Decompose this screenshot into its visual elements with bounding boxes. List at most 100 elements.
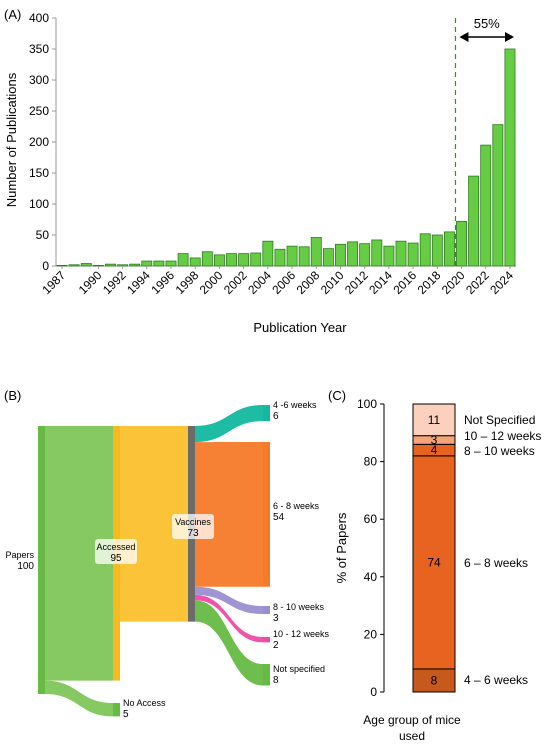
x-tick-label: 2014 [366,268,395,297]
x-tick-label: 2010 [318,268,347,297]
node-w4-6 [263,405,270,422]
y-tick-label: 250 [29,104,49,118]
bar [359,243,371,267]
bar [117,264,129,267]
node-w10-12 [263,637,270,643]
value-papers: 100 [17,561,34,572]
publication-bar-chart: 0 50 100 150 200 250 300 350 400 1987 19901992199… [4,11,516,335]
bar [238,253,250,267]
x-tick-label: 2006 [269,268,298,297]
growth-label: 55% [474,16,500,31]
x-tick-label: 2008 [294,268,323,297]
label-box-vaccines [172,514,214,539]
link-vaccines-w8_10 [195,586,263,615]
x-tick-label: 2020 [439,268,468,297]
bar [335,243,346,267]
bar-series [56,48,516,267]
value-no-access: 5 [123,709,129,720]
bar [165,260,177,267]
node-no-access [113,703,120,717]
x-axis-label-line1: Age group of mice [363,713,461,727]
y-tick-label: 400 [29,11,49,25]
bar [153,260,165,267]
node-w8-10 [263,606,270,615]
y-tick-label: 350 [29,42,49,56]
panel-b-label: (B) [4,388,21,403]
label-papers: Papers [5,550,34,560]
link-vaccines-w10_12 [195,594,263,643]
y-tick-label: 40 [364,570,378,584]
bar [407,242,419,267]
bar [56,264,68,267]
label-w8-10: 8 - 10 weeks [273,602,325,612]
x-axis-label-line2: used [399,729,425,743]
x-tick-label: 1996 [148,268,177,297]
bar [80,263,92,267]
panel-c-label: (C) [328,388,346,403]
y-tick-label: 150 [29,166,49,180]
bar [480,144,492,267]
x-axis-ticks: 1987 199019921994199619982000200220042006… [39,266,516,297]
y-tick-label: 100 [29,197,49,211]
y-tick-label: 60 [364,512,378,526]
bar [468,175,480,267]
label-w4-6: 4 -6 weeks [273,400,317,410]
bar [274,248,286,267]
y-tick-label: 0 [42,259,49,273]
bar [262,240,274,267]
link-papers-accessed [45,426,113,681]
segment-label: Not Specified [464,413,535,427]
bar [92,264,104,267]
bar [456,220,467,267]
stacked-segments: 8 74 43 11 [412,403,456,693]
x-tick-label: 2022 [463,268,492,297]
x-tick-label: 2018 [415,268,444,297]
node-w6-8 [263,442,270,587]
bar [347,241,359,267]
y-axis-ticks: 0 50 100 150 200 250 300 350 400 [29,11,516,273]
y-tick-label: 50 [36,228,50,242]
label-vaccines: Vaccines [175,517,211,527]
node-papers [38,426,45,694]
y-tick-label: 100 [357,397,377,411]
link-papers-no-access [45,680,113,717]
x-tick-label: 2000 [197,268,226,297]
y-axis-label: % of Papers [334,512,349,583]
x-tick-label: 1990 [76,268,105,297]
label-w6-8: 6 - 8 weeks [273,501,320,511]
stacked-bar-chart: 0 20 40 60 80 100 8 74 43 11 4 – 6 weeks 6 – 8 we… [334,397,541,743]
bar [68,264,80,267]
segment-5 [412,403,456,437]
bar [286,245,298,267]
bar [431,234,443,267]
y-tick-label: 0 [370,685,377,699]
value-w6-8: 54 [273,512,285,523]
label-not-specified: Not specified [273,664,325,674]
y-tick-label: 300 [29,73,49,87]
bar [395,240,407,267]
segment-value: 74 [427,555,441,569]
x-tick-label: 2002 [221,268,250,297]
segment-value: 11 [428,413,441,427]
y-tick-label: 200 [29,135,49,149]
x-tick-label: 2012 [342,268,371,297]
y-tick-label: 20 [364,627,378,641]
sankey-links [45,405,263,717]
bar [213,254,225,267]
growth-annotation: 55% [454,16,514,266]
x-tick-label: 1998 [173,268,202,297]
label-w10-12: 10 - 12 weeks [273,629,330,639]
segment-label: 4 – 6 weeks [464,673,528,687]
bar [129,263,141,267]
x-tick-label: 2024 [487,268,516,297]
bar [189,257,201,267]
bar [419,233,431,267]
bar [250,252,262,267]
bar [226,253,237,267]
node-not-specified [263,664,270,686]
segment-value: 4 [431,443,438,457]
